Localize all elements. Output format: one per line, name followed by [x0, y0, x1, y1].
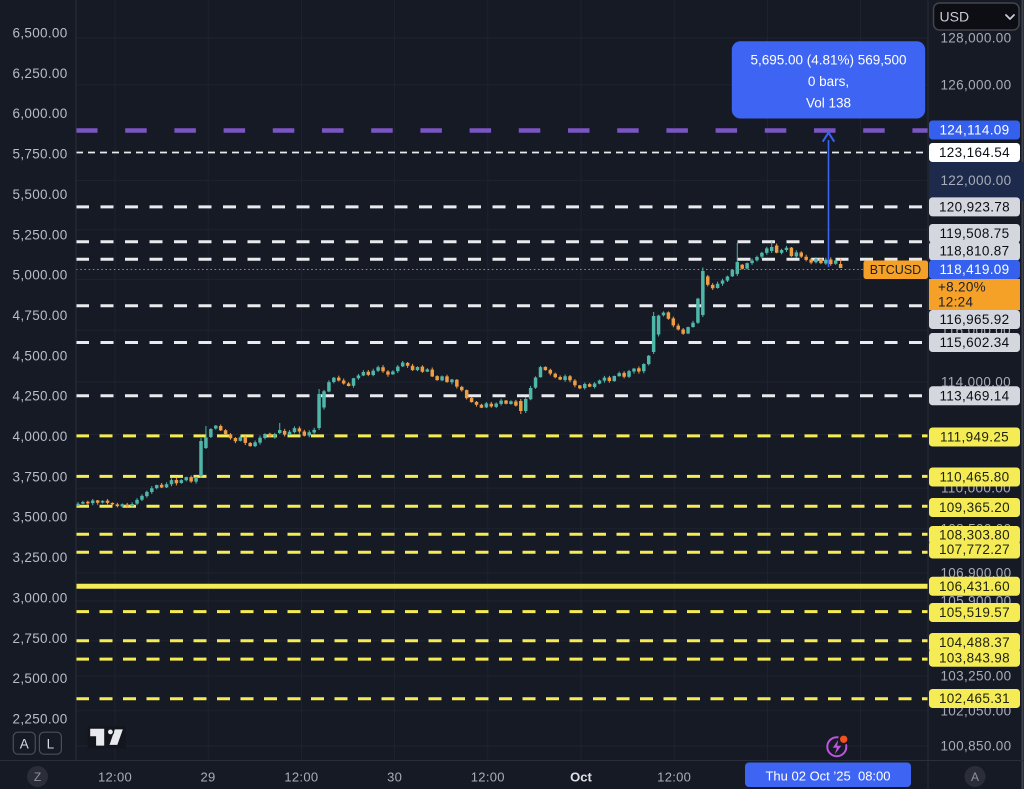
svg-text:12:00: 12:00	[98, 770, 132, 785]
svg-text:126,000.00: 126,000.00	[940, 77, 1011, 92]
svg-text:128,000.00: 128,000.00	[940, 31, 1011, 46]
svg-text:5,250.00: 5,250.00	[13, 227, 68, 242]
svg-text:3,000.00: 3,000.00	[13, 590, 68, 605]
svg-text:12:00: 12:00	[657, 770, 691, 785]
svg-text:115,602.34: 115,602.34	[939, 335, 1009, 350]
svg-text:5,750.00: 5,750.00	[13, 147, 68, 162]
svg-text:2,750.00: 2,750.00	[13, 631, 68, 646]
svg-text:3,750.00: 3,750.00	[13, 469, 68, 484]
svg-text:116,965.92: 116,965.92	[939, 312, 1009, 327]
svg-text:124,114.09: 124,114.09	[939, 123, 1009, 138]
svg-text:118,419.09: 118,419.09	[939, 262, 1009, 277]
svg-text:0 bars,: 0 bars,	[808, 74, 849, 89]
svg-text:114,000.00: 114,000.00	[941, 375, 1011, 390]
svg-text:4,000.00: 4,000.00	[13, 429, 68, 444]
svg-text:5,695.00 (4.81%) 569,500: 5,695.00 (4.81%) 569,500	[750, 53, 906, 68]
svg-text:5,000.00: 5,000.00	[13, 268, 68, 283]
svg-text:A: A	[20, 737, 29, 752]
svg-text:122,000.00: 122,000.00	[940, 173, 1011, 188]
svg-text:4,500.00: 4,500.00	[13, 348, 68, 363]
svg-text:113,469.14: 113,469.14	[939, 388, 1009, 403]
svg-text:A: A	[971, 770, 979, 784]
svg-text:USD: USD	[940, 9, 970, 25]
svg-text:102,465.31: 102,465.31	[939, 691, 1010, 706]
svg-text:Vol 138: Vol 138	[806, 96, 851, 111]
svg-text:106,900.00: 106,900.00	[940, 566, 1011, 581]
svg-text:2,250.00: 2,250.00	[13, 711, 68, 726]
svg-text:119,508.75: 119,508.75	[939, 226, 1009, 241]
svg-text:Oct: Oct	[570, 770, 592, 785]
svg-text:103,843.98: 103,843.98	[939, 650, 1010, 665]
svg-text:6,000.00: 6,000.00	[13, 106, 68, 121]
svg-text:12:00: 12:00	[284, 770, 318, 785]
svg-text:107,772.27: 107,772.27	[939, 542, 1010, 557]
svg-text:6,250.00: 6,250.00	[13, 66, 68, 81]
svg-text:109,365.20: 109,365.20	[939, 500, 1010, 515]
svg-text:4,750.00: 4,750.00	[13, 308, 68, 323]
svg-text:111,949.25: 111,949.25	[940, 430, 1009, 445]
svg-text:L: L	[47, 737, 55, 752]
svg-text:106,431.60: 106,431.60	[939, 579, 1010, 594]
svg-text:118,810.87: 118,810.87	[939, 244, 1009, 259]
svg-text:Z: Z	[34, 770, 41, 784]
svg-text:2,500.00: 2,500.00	[13, 671, 68, 686]
svg-text:108,303.80: 108,303.80	[939, 528, 1010, 543]
svg-text:120,923.78: 120,923.78	[939, 200, 1010, 215]
svg-text:29: 29	[200, 770, 215, 785]
svg-text:105,519.57: 105,519.57	[939, 605, 1010, 620]
svg-text:12:24: 12:24	[938, 295, 973, 310]
svg-text:12:00: 12:00	[471, 770, 505, 785]
svg-text:103,250.00: 103,250.00	[940, 669, 1011, 684]
svg-text:4,250.00: 4,250.00	[13, 389, 68, 404]
svg-text:100,850.00: 100,850.00	[940, 739, 1011, 754]
svg-text:6,500.00: 6,500.00	[13, 26, 68, 41]
svg-text:104,488.37: 104,488.37	[939, 635, 1010, 650]
svg-text:Thu 02 Oct ’25 08:00: Thu 02 Oct ’25 08:00	[765, 769, 890, 784]
svg-text:30: 30	[387, 770, 402, 785]
svg-text:BTCUSD: BTCUSD	[870, 263, 921, 277]
svg-text:+8.20%: +8.20%	[938, 280, 986, 295]
svg-text:5,500.00: 5,500.00	[13, 187, 68, 202]
svg-text:3,250.00: 3,250.00	[13, 550, 68, 565]
svg-text:123,164.54: 123,164.54	[939, 145, 1010, 160]
svg-text:110,465.80: 110,465.80	[939, 470, 1009, 485]
svg-text:3,500.00: 3,500.00	[13, 510, 68, 525]
